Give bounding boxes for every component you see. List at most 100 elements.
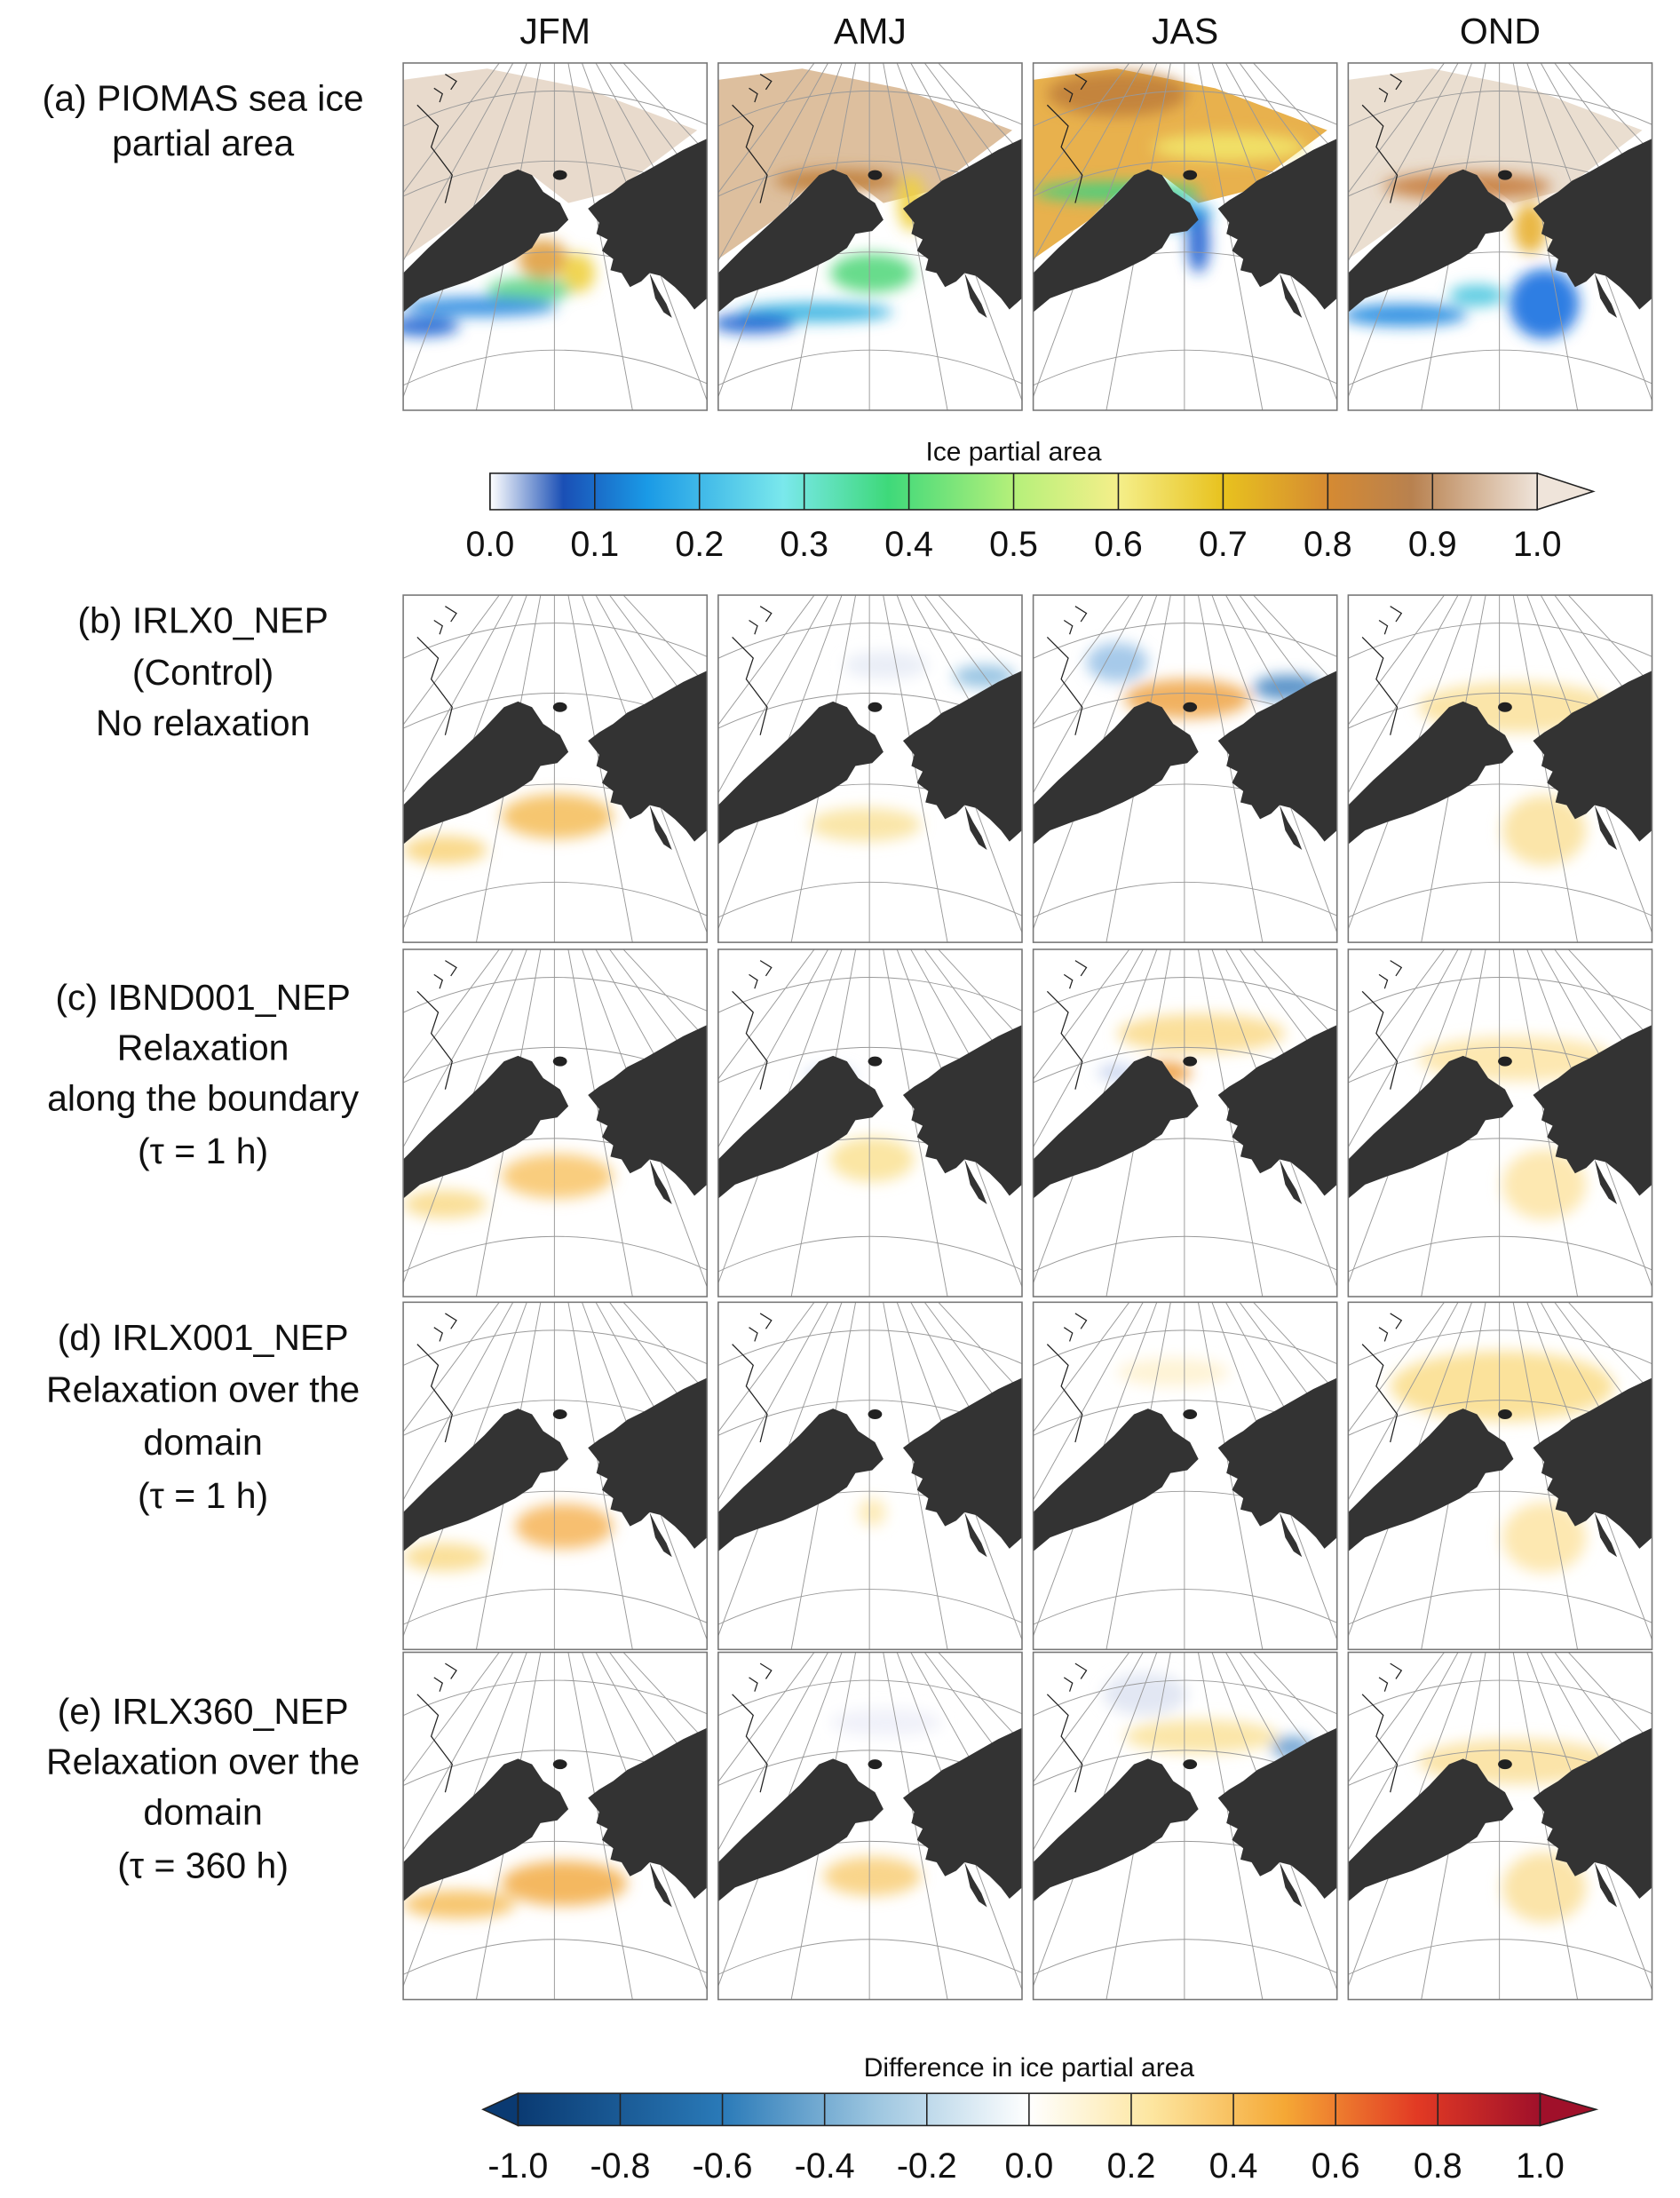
ice-patch [515,1504,614,1549]
land [1594,273,1618,318]
coastline [732,1662,773,1793]
meridian-line [1512,1652,1579,2000]
latitude-line [1033,1329,1337,1367]
row-label: domain [143,1791,262,1832]
latitude-line [717,1329,1022,1367]
map-frame [717,62,1023,411]
colorbar-tick-label: 0.2 [675,525,724,564]
latitude-line [1348,349,1652,386]
map-frame [1347,948,1653,1297]
land [717,1055,884,1199]
colorbar-title: Difference in ice partial area [864,2053,1195,2083]
meridian-line [608,62,708,195]
map-content [717,1302,1022,1650]
meridian-line [717,62,829,262]
ice-patch [1513,202,1548,254]
ice-patch [1187,211,1210,274]
latitude-line [1033,1939,1337,1975]
coastline [732,606,773,735]
land [902,671,1022,842]
map-panel [717,62,1023,411]
map-content [1033,62,1337,410]
latitude-line [1033,881,1337,918]
meridian-line [622,1652,708,1743]
ice-patch [829,1708,943,1737]
map-panel [1347,1651,1653,2001]
meridian-line [1512,1302,1579,1650]
colorbar-tick-label: 0.4 [1209,2146,1258,2186]
map-panel [1032,1651,1338,2001]
land [1033,1408,1199,1551]
colorbar-tick-label: 0.2 [1107,2146,1156,2186]
land [1217,139,1337,310]
ice-region [403,68,698,259]
land [649,1159,672,1204]
colorbar-tick-label: 0.8 [1304,525,1352,564]
meridian-line [1348,949,1446,1080]
meridian-line [923,1302,1022,1435]
land [588,671,708,842]
map-frame [1347,594,1653,943]
island [552,1056,567,1067]
ice-field [823,1708,943,1896]
ice-field [403,1154,614,1218]
latitude-line [403,1235,708,1273]
island [1183,1759,1198,1770]
map-frame [402,1301,709,1651]
meridian-line [1348,1302,1459,1501]
map-frame [717,594,1023,943]
ice-patch [717,313,796,334]
latitude-line [1033,977,1337,1013]
meridian-line [938,1302,1022,1393]
meridian-line [717,1652,815,1783]
land [1533,139,1652,310]
ice-patch [518,239,569,279]
ice-patch [1117,1013,1286,1053]
meridian-line [1554,1302,1652,1435]
land [1280,1159,1303,1204]
island [868,170,883,180]
map-frame [402,62,709,411]
colorbar-tick-label: 1.0 [1513,525,1562,564]
colorbar-tick-label: 0.6 [1312,2146,1360,2186]
map-panel [1347,948,1653,1297]
map-panel [717,594,1023,943]
meridian-line [1348,1652,1459,1852]
island [552,702,567,712]
meridian-line [883,62,948,410]
colorbar-tick-label: 0.4 [884,525,933,564]
coastline [416,74,457,203]
meridian-line [403,62,500,194]
map-frame [402,594,709,943]
ice-patch [487,277,572,303]
ice-patch [501,793,614,839]
ice-patch [1124,1719,1279,1754]
map-content [1033,949,1337,1297]
row-label: along the boundary [47,1077,359,1118]
land [1594,805,1618,851]
colorbar-tick-label: 0.8 [1414,2146,1462,2186]
ice-patch [829,1137,915,1182]
map-content [1348,1302,1652,1650]
ice-patch [1047,71,1188,116]
latitude-line [717,881,1022,918]
map-frame [717,1651,1023,2001]
meridian-line [1252,949,1337,1041]
land [1348,1055,1514,1199]
row-label: (a) PIOMAS sea ice [43,78,364,119]
coastline [1361,1662,1403,1793]
land [649,1512,672,1558]
coastline [1361,606,1403,735]
coastline [732,74,773,203]
meridian-line [1033,1302,1144,1501]
island [552,1408,567,1419]
land [1033,701,1199,845]
meridian-line [1033,949,1130,1080]
coastline [1361,74,1403,203]
row-label: No relaxation [96,702,310,743]
land [902,1025,1022,1196]
map-frame [1032,948,1338,1297]
ice-patch [403,836,487,864]
meridian-line [717,1302,829,1501]
map-panel [717,1651,1023,2001]
